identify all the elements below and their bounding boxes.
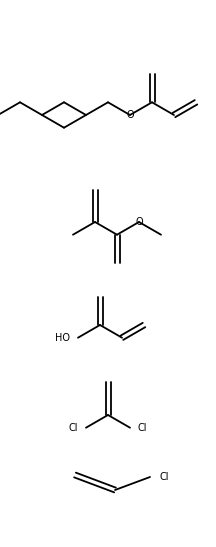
Text: Cl: Cl bbox=[138, 423, 148, 433]
Text: Cl: Cl bbox=[159, 472, 168, 482]
Text: O: O bbox=[135, 217, 143, 227]
Text: O: O bbox=[126, 110, 134, 120]
Text: Cl: Cl bbox=[68, 423, 78, 433]
Text: HO: HO bbox=[55, 333, 70, 343]
